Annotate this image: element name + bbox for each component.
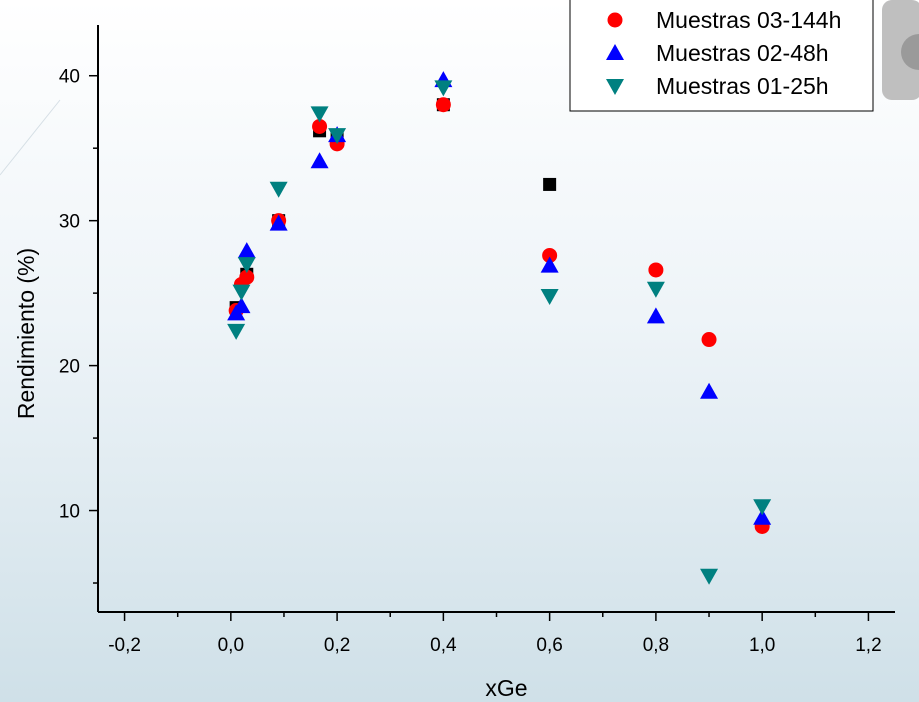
data-point [310,152,329,169]
legend-marker [606,44,624,60]
legend-label: Muestras 03-144h [656,7,841,33]
data-point [232,284,251,301]
axes: -0,2 0,0 0,2 0,4 0,6 0,8 1,0 1,2 10 20 30 40 xGe Rend… [13,25,895,701]
data-point [312,118,328,134]
data-point [232,297,251,314]
y-tick-label: 20 [59,357,80,378]
data-point [753,499,772,516]
decorative-corner-shape [882,0,919,100]
legend: Muestras 03-144h Muestras 02-48h Muestras … [569,0,874,112]
x-tick-label: 0,0 [218,635,244,656]
plot-area [227,71,772,585]
series-1 [228,97,770,534]
data-point [435,97,451,113]
data-point [753,508,772,525]
legend-marker [607,12,623,28]
legend-label: Muestras 01-25h [656,73,829,99]
data-point [227,323,246,340]
data-point [328,128,347,145]
data-point [646,307,665,324]
data-point [700,568,719,585]
background-diagonal [0,99,61,176]
data-point [648,262,664,278]
data-point [237,257,256,274]
x-tick-label: 0,4 [430,635,457,656]
x-tick-label: 0,2 [324,635,350,656]
data-point [646,281,665,298]
series-3 [227,80,772,585]
data-point [269,181,288,198]
data-point [237,242,256,259]
legend-marker [606,79,624,95]
series-2 [227,71,772,525]
data-point [700,382,719,399]
x-tick-label: 0,6 [536,635,562,656]
data-point [543,177,557,191]
data-point [701,332,717,348]
data-point [540,289,559,306]
x-axis-title: xGe [485,675,527,701]
x-tick-label: 0,8 [643,635,669,656]
series-0 [229,98,557,315]
y-axis-title: Rendimiento (%) [13,248,39,419]
data-point [542,247,558,263]
data-point [310,106,329,123]
x-tick-label: -0,2 [108,635,141,656]
data-point [434,80,453,97]
legend-label: Muestras 02-48h [656,40,829,66]
y-tick-label: 10 [59,502,80,523]
data-point [540,256,559,273]
data-point [269,214,288,231]
x-tick-label: 1,2 [855,635,881,656]
y-tick-label: 30 [59,212,80,233]
data-point [239,269,255,285]
x-tick-label: 1,0 [749,635,775,656]
y-tick-label: 40 [59,67,80,88]
